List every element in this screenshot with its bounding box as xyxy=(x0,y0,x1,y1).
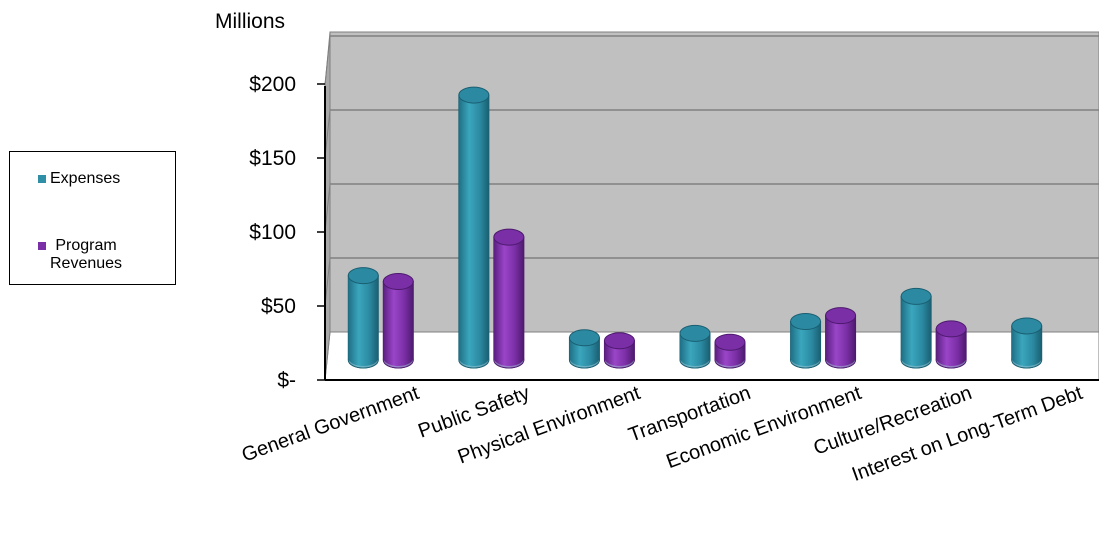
bar-top xyxy=(679,324,711,342)
bar-face xyxy=(680,333,710,366)
bar-top xyxy=(935,320,967,338)
bar-expenses xyxy=(679,324,711,369)
y-tick-label: $- xyxy=(277,369,296,392)
bar-expenses xyxy=(790,313,822,369)
legend-swatch-program-revenues xyxy=(38,242,46,250)
bar-face xyxy=(458,95,489,366)
x-category-label: Physical Environment xyxy=(455,382,644,469)
bar-top xyxy=(347,267,379,285)
y-tick-labels: $- $50 $100 $150 $200 xyxy=(249,73,325,392)
bars xyxy=(347,86,1043,369)
bar-top xyxy=(790,313,822,331)
legend-item-expenses: Expenses xyxy=(38,170,120,188)
bar-face xyxy=(825,315,856,366)
bar-top xyxy=(1011,317,1043,335)
plot-back-wall xyxy=(329,31,1099,333)
bar-program-revenues xyxy=(493,228,525,369)
bar-program-revenues xyxy=(935,320,967,369)
bar-program-revenues xyxy=(714,333,746,369)
legend-label-expenses: Expenses xyxy=(50,170,121,187)
x-category-label: Economic Environment xyxy=(664,382,865,473)
x-category-label: General Government xyxy=(239,382,422,467)
bar-face xyxy=(383,281,414,366)
y-tick-label: $50 xyxy=(261,295,296,318)
legend-item-program-revenues: Program Revenues xyxy=(38,237,122,273)
bar-top xyxy=(493,228,525,246)
bar-expenses xyxy=(1011,317,1043,369)
bar-face xyxy=(1011,325,1042,366)
bar-expenses xyxy=(568,329,600,369)
plot-floor xyxy=(324,331,1099,381)
bar-program-revenues xyxy=(603,332,635,369)
bar-top xyxy=(458,86,490,104)
bar-face xyxy=(790,321,821,366)
bar-program-revenues xyxy=(382,273,414,369)
bar-top xyxy=(714,333,746,351)
legend-label-program-revenues: Program Revenues xyxy=(50,237,123,272)
gridline-side xyxy=(324,35,331,85)
bar-top xyxy=(900,287,932,305)
bar-face xyxy=(901,296,932,366)
legend-swatch-expenses xyxy=(38,175,46,183)
bar-face xyxy=(493,237,524,366)
bar-top xyxy=(568,329,600,347)
bar-face xyxy=(936,328,967,366)
legend: Expenses Program Revenues xyxy=(9,151,176,285)
y-tick-label: $100 xyxy=(249,221,296,244)
bar-face xyxy=(348,275,379,366)
bar-top xyxy=(382,273,414,291)
bar-expenses xyxy=(458,86,490,369)
y-tick-label: $150 xyxy=(249,147,296,170)
bar-top xyxy=(603,332,635,350)
bar-expenses xyxy=(900,287,932,369)
y-axis-label: Millions xyxy=(215,10,285,33)
y-tick-label: $200 xyxy=(249,73,296,96)
bar-top xyxy=(825,307,857,325)
bar-program-revenues xyxy=(825,307,857,369)
bar-expenses xyxy=(347,267,379,369)
